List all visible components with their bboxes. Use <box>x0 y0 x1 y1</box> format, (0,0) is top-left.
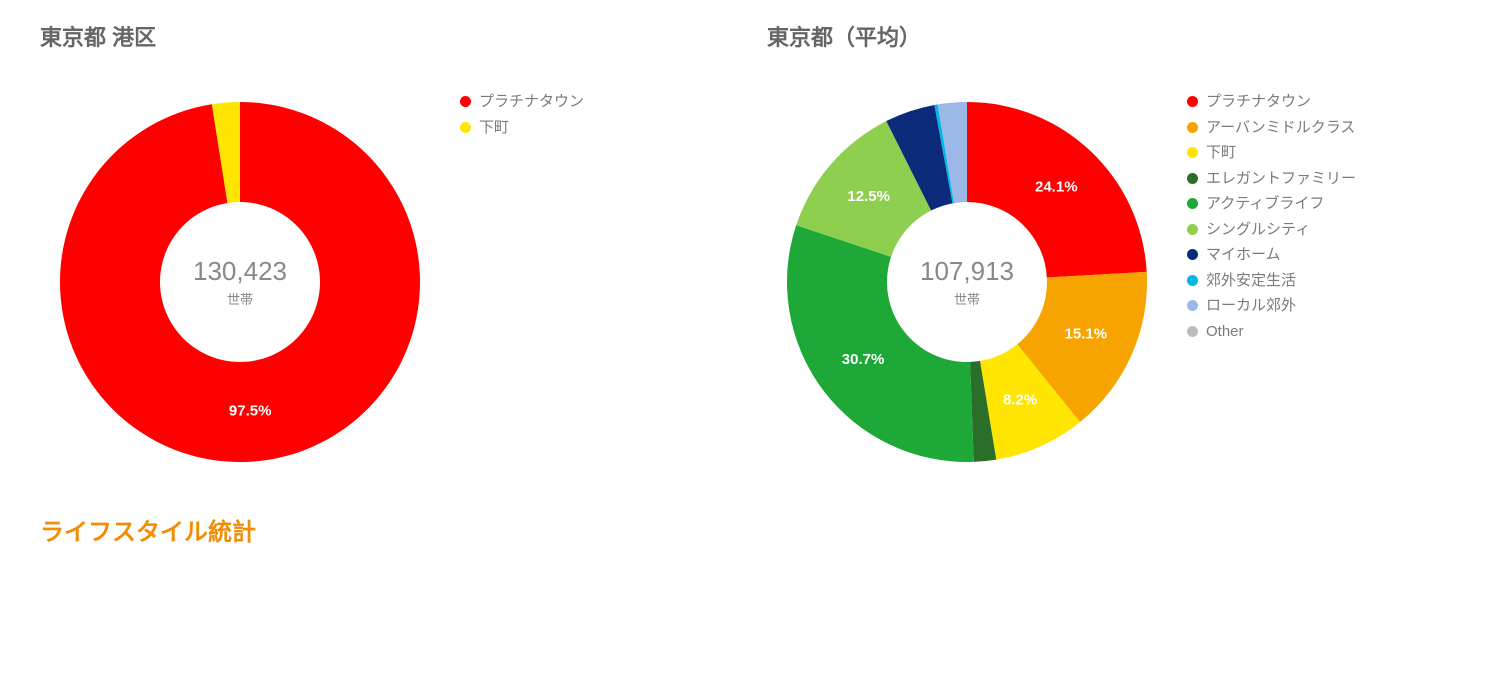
right-legend-swatch-8 <box>1187 300 1198 311</box>
section-title-lifestyle: ライフスタイル統計 <box>40 512 1454 547</box>
right-legend-item-5[interactable]: シングルシティ <box>1187 220 1356 240</box>
right-legend-label-2: 下町 <box>1206 143 1236 163</box>
right-legend-swatch-4 <box>1187 198 1198 209</box>
right-legend-swatch-6 <box>1187 249 1198 260</box>
right-legend-item-8[interactable]: ローカル郊外 <box>1187 296 1356 316</box>
right-legend-item-7[interactable]: 郊外安定生活 <box>1187 271 1356 291</box>
right-legend-label-9: Other <box>1206 322 1244 342</box>
donut-left-center-unit: 世帯 <box>193 289 287 308</box>
chart-body-left: 97.5% 130,423 世帯 プラチナタウン下町 <box>40 82 727 482</box>
right-legend-label-6: マイホーム <box>1206 245 1281 265</box>
right-legend-swatch-0 <box>1187 96 1198 107</box>
left-legend-item-1[interactable]: 下町 <box>460 118 584 138</box>
right-legend-item-0[interactable]: プラチナタウン <box>1187 92 1356 112</box>
charts-row: 東京都 港区 97.5% 130,423 世帯 プラチナタウン下町 東京都（平均… <box>40 20 1454 482</box>
right-legend-label-3: エレガントファミリー <box>1206 169 1356 189</box>
right-legend-swatch-1 <box>1187 122 1198 133</box>
right-slice-label-4: 30.7% <box>842 351 885 368</box>
right-legend-label-1: アーバンミドルクラス <box>1206 118 1355 138</box>
donut-left: 97.5% 130,423 世帯 <box>40 82 440 482</box>
right-slice-label-2: 8.2% <box>1003 392 1037 409</box>
right-legend-swatch-2 <box>1187 147 1198 158</box>
legend-left: プラチナタウン下町 <box>460 82 584 137</box>
chart-panel-left: 東京都 港区 97.5% 130,423 世帯 プラチナタウン下町 <box>40 20 727 482</box>
chart-body-right: 24.1% 15.1% 8.2% 30.7% 12.5% 107,913 世帯 プラチナ… <box>767 82 1454 482</box>
left-legend-item-0[interactable]: プラチナタウン <box>460 92 584 112</box>
right-legend-swatch-5 <box>1187 224 1198 235</box>
left-legend-swatch-1 <box>460 122 471 133</box>
right-legend-swatch-7 <box>1187 275 1198 286</box>
right-legend-item-1[interactable]: アーバンミドルクラス <box>1187 118 1356 138</box>
right-legend-label-7: 郊外安定生活 <box>1206 271 1296 291</box>
right-legend-swatch-3 <box>1187 173 1198 184</box>
right-legend-item-9[interactable]: Other <box>1187 322 1356 342</box>
left-legend-swatch-0 <box>460 96 471 107</box>
donut-left-center-value: 130,423 <box>193 256 287 287</box>
donut-left-center: 130,423 世帯 <box>193 256 287 308</box>
right-legend-swatch-9 <box>1187 326 1198 337</box>
donut-right-center: 107,913 世帯 <box>920 256 1014 308</box>
left-legend-label-1: 下町 <box>479 118 509 138</box>
donut-right: 24.1% 15.1% 8.2% 30.7% 12.5% 107,913 世帯 <box>767 82 1167 482</box>
right-slice-label-5: 12.5% <box>847 188 890 205</box>
donut-right-center-value: 107,913 <box>920 256 1014 287</box>
right-legend-label-5: シングルシティ <box>1206 220 1310 240</box>
left-legend-label-0: プラチナタウン <box>479 92 584 112</box>
right-slice-label-0: 24.1% <box>1035 178 1078 195</box>
right-legend-item-4[interactable]: アクティブライフ <box>1187 194 1356 214</box>
right-legend-item-6[interactable]: マイホーム <box>1187 245 1356 265</box>
right-legend-item-3[interactable]: エレガントファミリー <box>1187 169 1356 189</box>
legend-right: プラチナタウンアーバンミドルクラス下町エレガントファミリーアクティブライフシング… <box>1187 82 1356 341</box>
right-slice-label-1: 15.1% <box>1065 326 1108 343</box>
chart-title-right: 東京都（平均） <box>767 20 1454 52</box>
left-slice-label-0: 97.5% <box>229 403 272 420</box>
chart-panel-right: 東京都（平均） 24.1% 15.1% 8.2% 30.7% 12.5% 107,913… <box>767 20 1454 482</box>
donut-right-center-unit: 世帯 <box>920 289 1014 308</box>
right-legend-label-4: アクティブライフ <box>1206 194 1324 214</box>
right-legend-item-2[interactable]: 下町 <box>1187 143 1356 163</box>
right-legend-label-0: プラチナタウン <box>1206 92 1311 112</box>
right-legend-label-8: ローカル郊外 <box>1206 296 1296 316</box>
chart-title-left: 東京都 港区 <box>40 20 727 52</box>
